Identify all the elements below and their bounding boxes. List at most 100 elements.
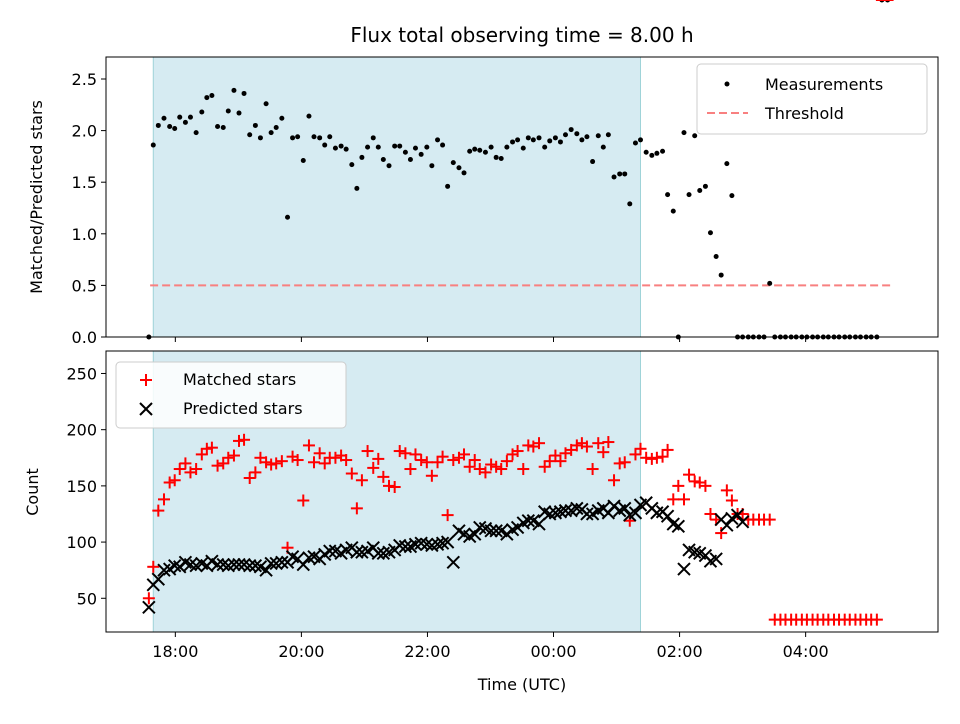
matched-star-point (168, 474, 181, 487)
predicted-star-point (580, 507, 594, 521)
predicted-star-point (618, 501, 632, 516)
predicted-star-point (671, 519, 686, 534)
measurement-point (317, 135, 323, 141)
matched-star-point (243, 472, 256, 485)
legend-matched-marker (140, 374, 152, 386)
matched-star-point (661, 443, 674, 456)
predicted-star-point (243, 558, 257, 573)
matched-star-point (725, 494, 738, 507)
measurement-point (424, 144, 430, 150)
matched-star-point (157, 493, 170, 506)
matched-star-point (420, 456, 433, 469)
top-y-ticks: 0.0 0.5 1.0 1.5 2.0 2.5 (72, 70, 106, 347)
measurement-point (665, 192, 671, 198)
predicted-star-point (446, 555, 461, 570)
matched-star-point (345, 467, 358, 480)
matched-star-point (602, 436, 615, 449)
matched-star-point (554, 455, 567, 468)
predicted-star-point (687, 545, 702, 559)
measurement-point (643, 149, 649, 155)
matched-star-point (704, 507, 717, 520)
measurement-point (257, 135, 263, 141)
matched-star-point (485, 458, 498, 471)
chart-title: Flux total observing time = 8.00 h (350, 23, 693, 47)
measurement-point (263, 101, 269, 107)
measurement-point (707, 230, 713, 236)
measurement-point (450, 160, 456, 166)
top-axes-frame (105, 56, 939, 338)
matched-star-point (623, 514, 636, 527)
matched-star-point (495, 463, 508, 476)
measurement-point (300, 158, 306, 164)
matched-star-point (672, 479, 685, 492)
matched-star-point (458, 448, 471, 461)
top-panel: 0.0 0.5 1.0 1.5 2.0 2.5 Matched/Predicted sta… (27, 0, 939, 347)
measurement-point (365, 144, 371, 150)
matched-star-point (377, 470, 390, 483)
predicted-star-point (521, 514, 536, 528)
measurement-point (327, 134, 333, 140)
top-y-tick-label: 0.5 (72, 276, 97, 295)
matched-star-point (238, 433, 251, 446)
predicted-star-point (677, 562, 691, 576)
measurement-point (493, 154, 499, 160)
matched-star-point (147, 560, 160, 573)
matched-star-point (479, 466, 492, 479)
matched-star-point (260, 456, 273, 469)
measurement-point (429, 163, 435, 169)
matched-star-point (533, 437, 546, 450)
measurement-point (392, 143, 398, 149)
measurement-point (407, 156, 413, 162)
matched-star-point (190, 463, 203, 476)
matched-star-point (297, 494, 310, 507)
top-y-tick-label: 0.0 (72, 328, 97, 347)
measurement-point (542, 144, 548, 150)
top-y-tick-label: 2.0 (72, 122, 97, 141)
matched-star-point (211, 459, 224, 472)
measurement-point (627, 201, 633, 207)
predicted-star-point (302, 551, 316, 565)
matched-star-point (683, 468, 696, 481)
top-legend: Measurements Threshold (696, 63, 928, 135)
predicted-star-point (259, 563, 273, 577)
measurement-point (150, 142, 156, 148)
matched-star-point (870, 613, 883, 626)
measurement-point (611, 174, 617, 180)
measurement-point (204, 95, 210, 101)
measurement-point (600, 144, 606, 150)
measurement-point (199, 109, 205, 115)
matched-star-point (490, 460, 503, 473)
x-axis-label: Time (UTC) (477, 675, 566, 694)
measurement-point (418, 151, 424, 157)
matched-star-point (634, 442, 647, 455)
measurement-point (568, 127, 574, 133)
predicted-star-point (553, 505, 568, 519)
measurement-point (552, 135, 558, 141)
measurement-point (322, 142, 328, 148)
measurement-point (767, 280, 773, 286)
matched-star-point (677, 493, 690, 506)
x-tick-label: 22:00 (404, 642, 450, 661)
measurement-point (718, 272, 724, 278)
measurement-point (161, 115, 167, 121)
predicted-star-point (548, 506, 563, 520)
predicted-star-point (730, 508, 745, 522)
matched-star-point (308, 456, 320, 469)
measurement-point (220, 125, 226, 131)
measurement-point (295, 134, 301, 140)
predicted-star-point (430, 537, 445, 552)
predicted-star-point (323, 544, 337, 558)
measurement-point (579, 137, 585, 143)
matched-star-point (388, 481, 401, 494)
x-tick-label: 20:00 (278, 642, 324, 661)
measurement-point (285, 214, 291, 220)
matched-star-point (179, 457, 192, 470)
measurement-point (456, 165, 462, 171)
predicted-star-point (216, 557, 230, 572)
matched-star-point (200, 442, 213, 455)
bottom-legend-box (115, 361, 347, 429)
legend-matched-label: Matched stars (183, 370, 296, 389)
measurement-point (461, 170, 467, 176)
matched-star-point (205, 441, 218, 454)
matched-star-point (608, 474, 621, 487)
